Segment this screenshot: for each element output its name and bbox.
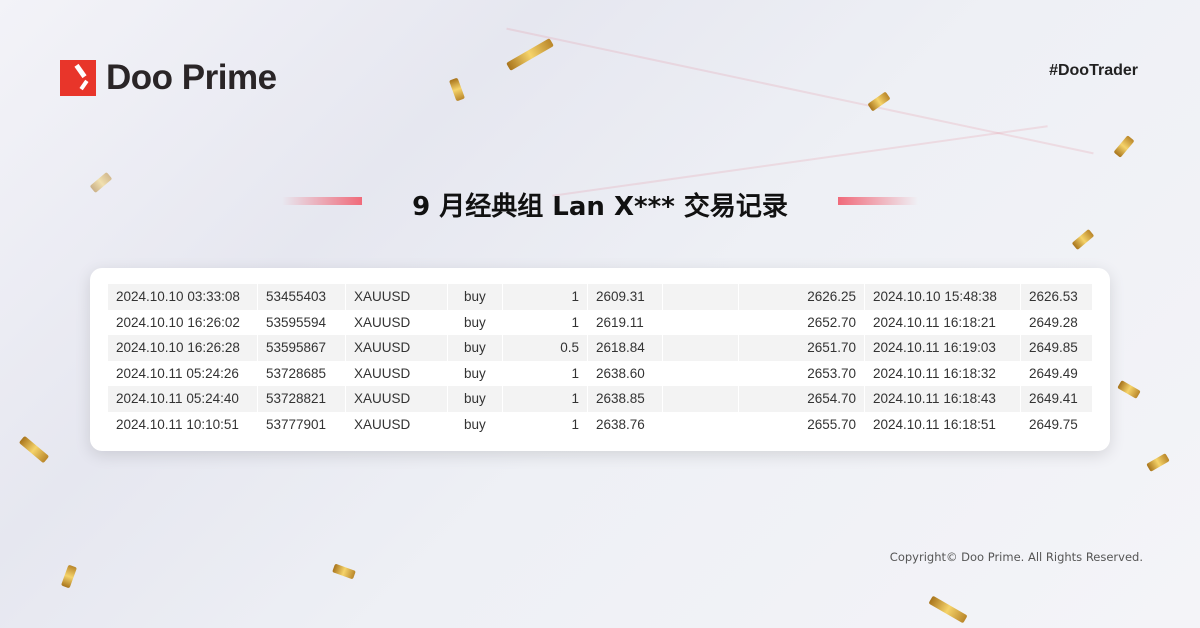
table-row: 2024.10.10 16:26:28 53595867 XAUUSD buy 0.5 2… bbox=[108, 335, 1098, 361]
cell-close-price: 2649.41 bbox=[1021, 386, 1098, 412]
cell-symbol: XAUUSD bbox=[346, 284, 448, 310]
cell-open-price: 2638.60 bbox=[588, 360, 663, 386]
cell-symbol: XAUUSD bbox=[346, 386, 448, 412]
cell-close-price: 2649.75 bbox=[1021, 411, 1098, 437]
confetti bbox=[449, 77, 465, 102]
cell-tp-price: 2651.70 bbox=[739, 335, 865, 361]
cell-symbol: XAUUSD bbox=[346, 411, 448, 437]
cell-ticket: 53455403 bbox=[258, 284, 346, 310]
cell-symbol: XAUUSD bbox=[346, 335, 448, 361]
cell-open-time: 2024.10.10 16:26:28 bbox=[108, 335, 258, 361]
cell-type: buy bbox=[448, 386, 503, 412]
confetti bbox=[61, 564, 77, 589]
cell-volume: 0.5 bbox=[503, 335, 588, 361]
brand-name: Doo Prime bbox=[106, 58, 277, 97]
cell-empty bbox=[663, 411, 739, 437]
confetti bbox=[1071, 228, 1095, 251]
table-row: 2024.10.11 10:10:51 53777901 XAUUSD buy 1 263… bbox=[108, 411, 1098, 437]
cell-ticket: 53728685 bbox=[258, 360, 346, 386]
cell-type: buy bbox=[448, 284, 503, 310]
cell-symbol: XAUUSD bbox=[346, 360, 448, 386]
cell-close-time: 2024.10.11 16:19:03 bbox=[865, 335, 1021, 361]
cell-type: buy bbox=[448, 360, 503, 386]
table-row: 2024.10.11 05:24:26 53728685 XAUUSD buy 1 263… bbox=[108, 360, 1098, 386]
cell-close-time: 2024.10.11 16:18:51 bbox=[865, 411, 1021, 437]
cell-empty bbox=[663, 309, 739, 335]
table-row: 2024.10.11 05:24:40 53728821 XAUUSD buy 1 263… bbox=[108, 386, 1098, 412]
cell-close-time: 2024.10.11 16:18:32 bbox=[865, 360, 1021, 386]
table-row: 2024.10.10 03:33:08 53455403 XAUUSD buy 1 260… bbox=[108, 284, 1098, 310]
cell-open-time: 2024.10.11 05:24:40 bbox=[108, 386, 258, 412]
title-stripe-left bbox=[282, 197, 362, 205]
cell-open-price: 2618.84 bbox=[588, 335, 663, 361]
cell-ticket: 53595594 bbox=[258, 309, 346, 335]
cell-volume: 1 bbox=[503, 284, 588, 310]
background-line bbox=[506, 27, 1094, 155]
cell-ticket: 53728821 bbox=[258, 386, 346, 412]
hashtag: #DooTrader bbox=[1049, 62, 1138, 79]
cell-type: buy bbox=[448, 411, 503, 437]
cell-tp-price: 2655.70 bbox=[739, 411, 865, 437]
cell-volume: 1 bbox=[503, 386, 588, 412]
cell-close-price: 2649.49 bbox=[1021, 360, 1098, 386]
confetti bbox=[18, 435, 50, 464]
cell-open-price: 2638.76 bbox=[588, 411, 663, 437]
cell-open-price: 2619.11 bbox=[588, 309, 663, 335]
confetti bbox=[506, 38, 554, 71]
cell-empty bbox=[663, 360, 739, 386]
cell-type: buy bbox=[448, 335, 503, 361]
trade-table: 2024.10.10 03:33:08 53455403 XAUUSD buy 1 260… bbox=[90, 268, 1110, 451]
cell-open-time: 2024.10.10 16:26:02 bbox=[108, 309, 258, 335]
cell-ticket: 53777901 bbox=[258, 411, 346, 437]
cell-open-price: 2638.85 bbox=[588, 386, 663, 412]
page-title: 9 月经典组 Lan X*** 交易记录 bbox=[412, 192, 788, 222]
doo-prime-logo-icon bbox=[60, 60, 96, 96]
cell-close-time: 2024.10.10 15:48:38 bbox=[865, 284, 1021, 310]
confetti bbox=[1117, 380, 1141, 399]
cell-close-time: 2024.10.11 16:18:43 bbox=[865, 386, 1021, 412]
cell-ticket: 53595867 bbox=[258, 335, 346, 361]
cell-open-time: 2024.10.10 03:33:08 bbox=[108, 284, 258, 310]
doo-prime-logo: Doo Prime bbox=[60, 58, 277, 98]
cell-tp-price: 2653.70 bbox=[739, 360, 865, 386]
cell-open-time: 2024.10.11 05:24:26 bbox=[108, 360, 258, 386]
copyright: Copyright© Doo Prime. All Rights Reserve… bbox=[889, 550, 1143, 564]
title-stripe-right bbox=[838, 197, 918, 205]
confetti bbox=[928, 595, 968, 624]
cell-close-price: 2649.28 bbox=[1021, 309, 1098, 335]
table-row: 2024.10.10 16:26:02 53595594 XAUUSD buy 1 261… bbox=[108, 309, 1098, 335]
cell-empty bbox=[663, 284, 739, 310]
cell-open-time: 2024.10.11 10:10:51 bbox=[108, 411, 258, 437]
cell-empty bbox=[663, 386, 739, 412]
confetti bbox=[1146, 453, 1170, 472]
cell-close-price: 2649.85 bbox=[1021, 335, 1098, 361]
cell-volume: 1 bbox=[503, 309, 588, 335]
cell-volume: 1 bbox=[503, 360, 588, 386]
cell-tp-price: 2654.70 bbox=[739, 386, 865, 412]
cell-close-time: 2024.10.11 16:18:21 bbox=[865, 309, 1021, 335]
confetti bbox=[1113, 135, 1135, 158]
cell-type: buy bbox=[448, 309, 503, 335]
cell-volume: 1 bbox=[503, 411, 588, 437]
cell-empty bbox=[663, 335, 739, 361]
confetti bbox=[332, 563, 356, 580]
cell-tp-price: 2626.25 bbox=[739, 284, 865, 310]
cell-symbol: XAUUSD bbox=[346, 309, 448, 335]
cell-open-price: 2609.31 bbox=[588, 284, 663, 310]
cell-tp-price: 2652.70 bbox=[739, 309, 865, 335]
cell-close-price: 2626.53 bbox=[1021, 284, 1098, 310]
